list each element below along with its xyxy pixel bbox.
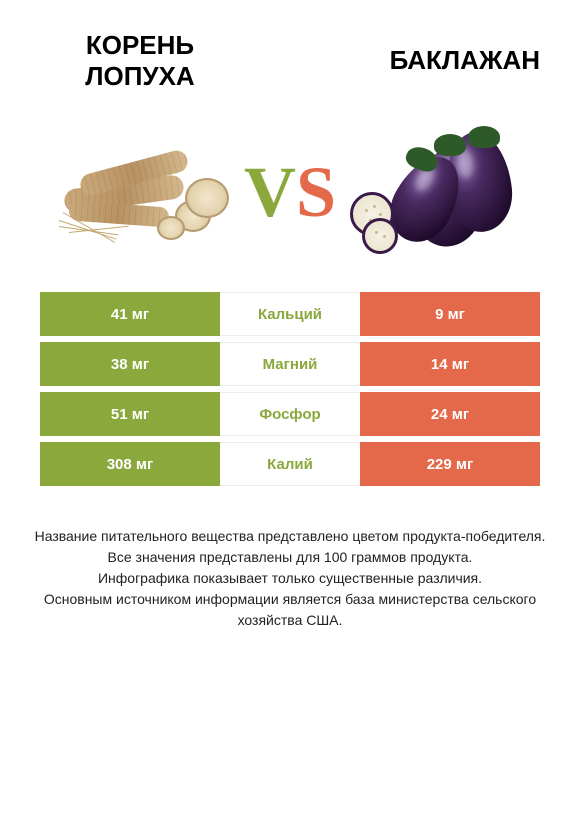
nutrient-label: Магний bbox=[220, 342, 360, 386]
right-product-image bbox=[346, 122, 526, 262]
right-value-cell: 229 мг bbox=[360, 442, 540, 486]
left-value-cell: 308 мг bbox=[40, 442, 220, 486]
table-row: 308 мгКалий229 мг bbox=[40, 442, 540, 486]
title-line: Корень bbox=[86, 30, 194, 60]
vs-s: S bbox=[296, 152, 336, 232]
left-product-title: Корень лопуха bbox=[40, 30, 240, 92]
comparison-table: 41 мгКальций9 мг 38 мгМагний14 мг 51 мгФос… bbox=[40, 292, 540, 486]
right-value-cell: 14 мг bbox=[360, 342, 540, 386]
table-row: 38 мгМагний14 мг bbox=[40, 342, 540, 386]
table-row: 51 мгФосфор24 мг bbox=[40, 392, 540, 436]
footer-line: Инфографика показывает только существенн… bbox=[30, 568, 550, 589]
footer-line: Название питательного вещества представл… bbox=[30, 526, 550, 547]
nutrient-label: Кальций bbox=[220, 292, 360, 336]
nutrient-label: Калий bbox=[220, 442, 360, 486]
footer-line: Основным источником информации является … bbox=[30, 589, 550, 631]
left-value-cell: 38 мг bbox=[40, 342, 220, 386]
nutrient-label: Фосфор bbox=[220, 392, 360, 436]
vs-label: VS bbox=[244, 151, 336, 234]
right-value-cell: 9 мг bbox=[360, 292, 540, 336]
right-value-cell: 24 мг bbox=[360, 392, 540, 436]
footer-line: Все значения представлены для 100 граммо… bbox=[30, 547, 550, 568]
vs-v: V bbox=[244, 152, 296, 232]
table-row: 41 мгКальций9 мг bbox=[40, 292, 540, 336]
left-value-cell: 51 мг bbox=[40, 392, 220, 436]
left-value-cell: 41 мг bbox=[40, 292, 220, 336]
right-product-title: Баклажан bbox=[290, 30, 540, 76]
title-line: лопуха bbox=[85, 61, 194, 91]
vs-row: VS bbox=[0, 122, 580, 262]
eggplant-icon bbox=[346, 122, 526, 262]
left-product-image bbox=[54, 122, 234, 262]
footer-notes: Название питательного вещества представл… bbox=[30, 526, 550, 631]
burdock-root-icon bbox=[59, 132, 229, 252]
header: Корень лопуха Баклажан bbox=[0, 0, 580, 102]
